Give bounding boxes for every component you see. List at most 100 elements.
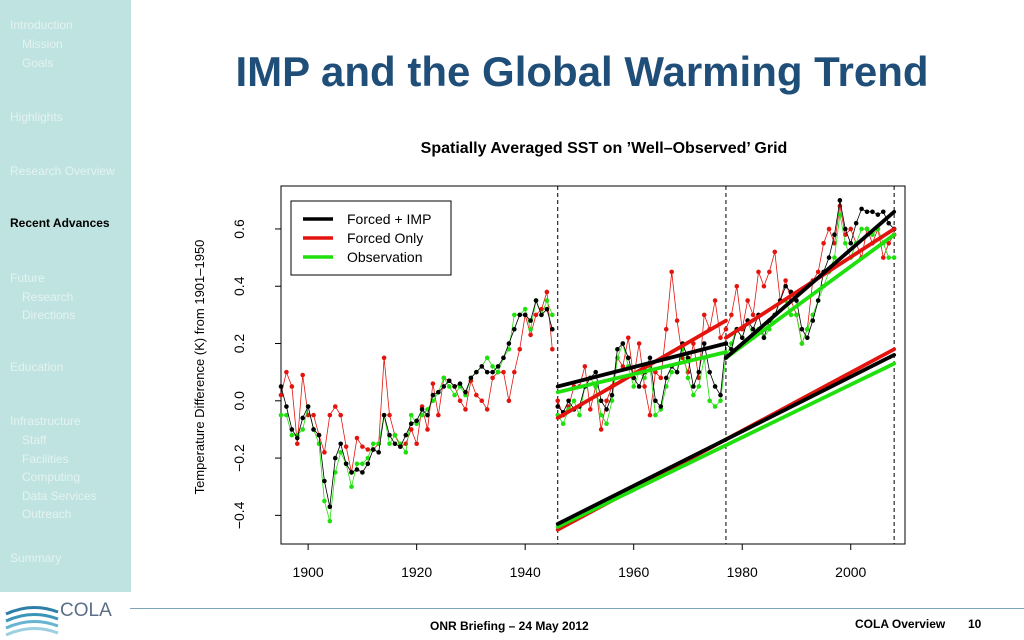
data-point	[794, 312, 799, 318]
data-point	[566, 398, 571, 404]
data-point	[332, 404, 338, 409]
data-point	[843, 226, 848, 232]
sidebar-item[interactable]: Computing	[22, 470, 81, 484]
data-point	[886, 240, 892, 246]
data-point	[338, 450, 343, 455]
data-point	[446, 384, 452, 389]
data-point	[436, 412, 441, 418]
y-tick-label: −0.2	[231, 444, 247, 472]
sidebar-item[interactable]: Research Overview	[10, 164, 115, 178]
data-point	[501, 369, 506, 375]
data-point	[772, 249, 778, 255]
data-point	[582, 364, 588, 369]
data-point	[826, 255, 832, 260]
data-point	[620, 341, 626, 346]
data-point	[452, 384, 457, 389]
chart: Spatially Averaged SST on ’Well–Observed…	[192, 140, 906, 580]
sidebar-item[interactable]: Data Services	[22, 489, 97, 503]
data-point	[653, 412, 658, 418]
data-point	[539, 312, 544, 318]
y-tick-label: 0.6	[231, 219, 247, 239]
sidebar-item[interactable]: Summary	[10, 551, 62, 565]
x-tick-label: 1920	[401, 564, 432, 580]
data-point	[870, 209, 875, 215]
series-line	[557, 205, 895, 430]
data-point	[322, 450, 327, 455]
data-point	[631, 384, 636, 389]
data-point	[479, 364, 485, 369]
sidebar-item[interactable]: Directions	[22, 308, 76, 322]
data-point	[712, 404, 718, 409]
sidebar-item[interactable]: Future	[10, 271, 45, 285]
sidebar-item[interactable]: Goals	[22, 56, 54, 70]
data-point	[327, 518, 333, 524]
data-point	[349, 470, 354, 475]
data-point	[761, 283, 767, 289]
data-point	[506, 398, 512, 404]
sidebar-item[interactable]: Education	[10, 360, 64, 374]
slide-title: IMP and the Global Warming Trend	[235, 48, 929, 95]
data-point	[691, 341, 696, 346]
sidebar-item[interactable]: Staff	[22, 433, 47, 447]
data-point	[647, 412, 653, 418]
data-point	[528, 318, 533, 323]
data-point	[284, 369, 289, 375]
data-point	[305, 412, 311, 418]
data-point	[305, 404, 311, 409]
data-point	[886, 220, 892, 226]
data-point	[815, 269, 821, 275]
data-point	[642, 375, 647, 381]
data-point	[799, 326, 805, 332]
data-point	[419, 407, 425, 412]
data-point	[343, 461, 349, 467]
sidebar-item[interactable]: Facilities	[22, 452, 69, 466]
data-point	[430, 381, 436, 386]
footer-event: ONR Briefing – 24 May 2012	[430, 619, 589, 633]
sidebar-item[interactable]: Infrastructure	[10, 414, 81, 428]
data-point	[875, 212, 881, 217]
data-point	[360, 461, 365, 467]
sidebar-item[interactable]: Recent Advances	[10, 216, 110, 230]
data-point	[289, 384, 295, 389]
data-point	[322, 478, 327, 484]
data-point	[365, 455, 371, 461]
data-point	[810, 318, 816, 323]
data-point	[674, 318, 680, 323]
data-point	[696, 369, 702, 375]
sidebar-item[interactable]: Mission	[22, 37, 63, 51]
data-point	[756, 269, 761, 275]
data-point	[555, 398, 561, 404]
data-point	[723, 326, 729, 332]
data-point	[495, 369, 501, 375]
data-point	[880, 209, 886, 215]
sidebar-item[interactable]: Highlights	[10, 110, 63, 124]
sidebar-item[interactable]: Introduction	[10, 18, 73, 32]
data-point	[365, 447, 371, 452]
data-point	[490, 369, 495, 375]
data-point	[609, 398, 615, 404]
data-point	[403, 450, 409, 455]
data-point	[278, 384, 284, 389]
data-point	[544, 306, 550, 312]
data-point	[512, 326, 517, 332]
data-point	[381, 355, 387, 361]
data-point	[370, 447, 376, 452]
data-point	[788, 312, 794, 318]
data-point	[300, 427, 306, 432]
data-point	[517, 346, 523, 352]
data-point	[837, 198, 843, 203]
data-point	[647, 355, 653, 361]
y-axis-label: Temperature Difference (K) from 1901–195…	[192, 240, 207, 495]
data-point	[484, 369, 490, 375]
trend-line	[555, 353, 897, 526]
data-point	[880, 255, 886, 260]
data-point	[707, 398, 712, 404]
data-point	[691, 392, 696, 398]
data-point	[495, 364, 501, 369]
sidebar-item[interactable]: Research	[22, 290, 74, 304]
data-point	[696, 384, 702, 389]
data-point	[284, 412, 289, 418]
legend: Forced + IMP Forced Only Observation	[290, 200, 452, 276]
sidebar-item[interactable]: Outreach	[22, 507, 72, 521]
data-point	[604, 421, 609, 427]
